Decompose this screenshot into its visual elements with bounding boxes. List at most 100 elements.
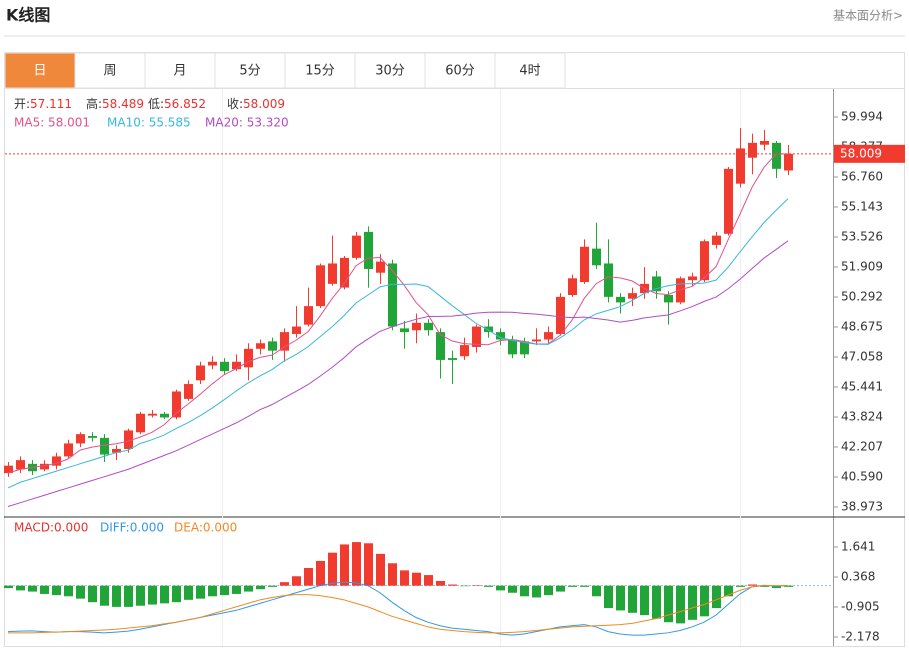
macd-bar — [52, 585, 61, 596]
candle-body — [592, 248, 601, 266]
legend-entry: DIFF:0.000 — [100, 521, 164, 535]
candle-body — [688, 276, 697, 281]
y-tick-label: 53.526 — [841, 229, 883, 243]
macd-bar — [220, 585, 229, 596]
quote-item: 低:56.852 — [148, 97, 206, 111]
macd-bar — [280, 582, 289, 586]
macd-bar — [256, 585, 265, 590]
legend-entry: MA5: 58.001 — [14, 116, 90, 130]
legend-entry: MA10: 55.585 — [107, 116, 191, 130]
candle-body — [88, 436, 97, 438]
macd-bar — [760, 585, 769, 587]
macd-bar — [484, 585, 493, 587]
candle-body — [760, 141, 769, 145]
candle-body — [604, 263, 613, 297]
macd-bar — [328, 552, 337, 586]
tab-label[interactable]: 60分 — [445, 64, 475, 79]
tab[interactable] — [354, 52, 426, 89]
tab-label[interactable]: 5分 — [239, 64, 260, 79]
macd-bar — [616, 585, 625, 611]
macd-bar — [652, 585, 661, 619]
tab[interactable] — [284, 52, 356, 89]
macd-bar — [16, 585, 25, 591]
candle-body — [100, 437, 109, 455]
candle-body — [424, 322, 433, 331]
tab-label[interactable]: 4时 — [519, 64, 540, 79]
legend-entry: MACD:0.000 — [14, 521, 88, 535]
macd-bar — [316, 560, 325, 586]
candle-body — [136, 413, 145, 433]
macd-bar — [28, 585, 37, 592]
macd-bar — [232, 585, 241, 594]
macd-bar — [340, 544, 349, 586]
tab-label[interactable]: 日 — [33, 64, 46, 79]
macd-bar — [448, 584, 457, 586]
quote-value: 56.852 — [164, 97, 206, 111]
candle-body — [328, 263, 337, 284]
quote-value: 57.111 — [30, 97, 72, 111]
tab[interactable] — [144, 52, 216, 89]
tab-label[interactable]: 30分 — [375, 64, 405, 79]
candle-body — [280, 332, 289, 351]
quote-item: 收:58.009 — [227, 97, 285, 111]
candle-body — [232, 361, 241, 370]
macd-bar — [784, 585, 793, 587]
candle-body — [628, 293, 637, 299]
macd-bar — [460, 585, 469, 587]
tab[interactable] — [4, 52, 76, 89]
candle-body — [484, 326, 493, 333]
macd-bar — [196, 585, 205, 599]
quote-label: 开: — [14, 97, 30, 111]
quote-label: 高: — [86, 96, 102, 111]
candle-body — [16, 460, 25, 470]
y-tick-label: 56.760 — [841, 169, 883, 183]
fundamental-link[interactable]: 基本面分析> — [833, 9, 903, 23]
indicator-line — [7, 581, 789, 636]
macd-bar — [268, 585, 277, 587]
candle-body — [652, 276, 661, 292]
candle-body — [700, 241, 709, 281]
macd-bar — [772, 585, 781, 589]
candle-body — [772, 142, 781, 169]
quote-value: 58.009 — [243, 97, 285, 111]
plot-layer: 日 周 月 5分 15分 30分 60分 4时开:57.111 高:58.489 低:56.852… — [4, 52, 905, 644]
candle-body — [124, 430, 133, 449]
macd-bar — [136, 585, 145, 606]
macd-bar — [148, 585, 157, 605]
indicator-line — [7, 240, 789, 507]
y-tick-label: 42.207 — [841, 440, 883, 454]
candle-body — [244, 348, 253, 368]
legend-entry: DEA:0.000 — [174, 521, 237, 535]
tab[interactable] — [214, 52, 286, 89]
y-tick-label: 40.590 — [841, 470, 883, 484]
candle-body — [412, 322, 421, 331]
candle-body — [256, 343, 265, 349]
tab[interactable] — [74, 52, 146, 89]
candle-body — [580, 246, 589, 283]
tab-label[interactable]: 15分 — [305, 64, 335, 79]
candle-body — [112, 448, 121, 453]
quote-label: 收: — [227, 97, 243, 111]
candle-body — [520, 341, 529, 355]
macd-bar — [208, 585, 217, 597]
candle-body — [76, 434, 85, 444]
indicator-line — [7, 153, 789, 474]
tab-label[interactable]: 月 — [173, 64, 186, 79]
macd-bar — [400, 570, 409, 586]
page-title: K线图 — [6, 6, 50, 25]
candle-body — [4, 465, 13, 474]
macd-bar — [520, 585, 529, 597]
candle-body — [364, 231, 373, 270]
candle-body — [448, 358, 457, 360]
candle-body — [40, 463, 49, 470]
candle-body — [220, 361, 229, 372]
candle-body — [316, 265, 325, 307]
tab[interactable] — [494, 52, 566, 89]
tab-label[interactable]: 周 — [103, 64, 116, 79]
macd-bar — [64, 585, 73, 597]
candle-body — [736, 148, 745, 184]
y-tick-label: 55.143 — [841, 199, 883, 213]
macd-bar — [436, 580, 445, 586]
